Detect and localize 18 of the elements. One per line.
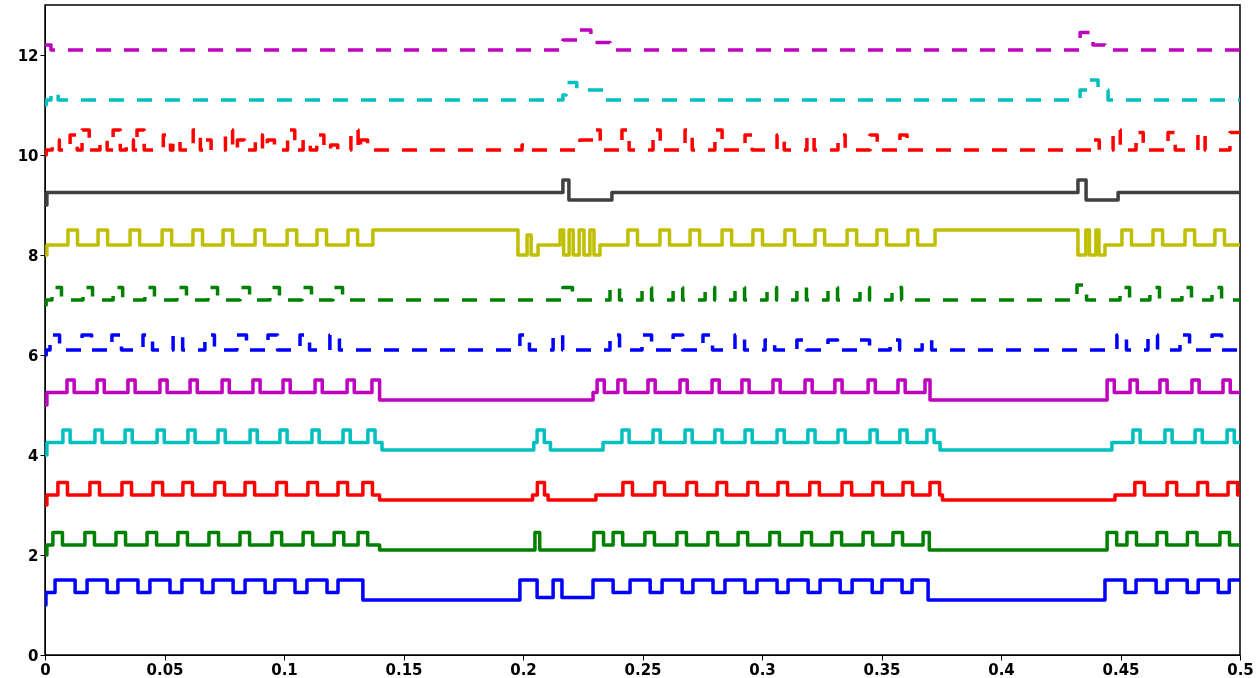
x-tick-label: 0.4 xyxy=(988,660,1015,678)
y-tick-label: 8 xyxy=(28,246,39,265)
y-tick-label: 2 xyxy=(28,546,39,565)
x-tick-label: 0.05 xyxy=(146,660,184,678)
x-tick-label: 0.25 xyxy=(624,660,662,678)
y-tick-label: 4 xyxy=(28,446,39,465)
x-tick-label: 0 xyxy=(40,660,51,678)
x-tick-label: 0.5 xyxy=(1227,660,1254,678)
x-tick-label: 0.35 xyxy=(863,660,901,678)
x-tick-label: 0.2 xyxy=(510,660,537,678)
x-tick-label: 0.15 xyxy=(385,660,423,678)
y-tick-label: 12 xyxy=(17,46,39,65)
y-tick-label: 0 xyxy=(28,646,39,665)
x-tick-label: 0.45 xyxy=(1102,660,1140,678)
x-tick-label: 0.3 xyxy=(749,660,776,678)
y-tick-label: 6 xyxy=(28,346,39,365)
y-tick-label: 10 xyxy=(17,146,39,165)
x-tick-label: 0.1 xyxy=(271,660,298,678)
